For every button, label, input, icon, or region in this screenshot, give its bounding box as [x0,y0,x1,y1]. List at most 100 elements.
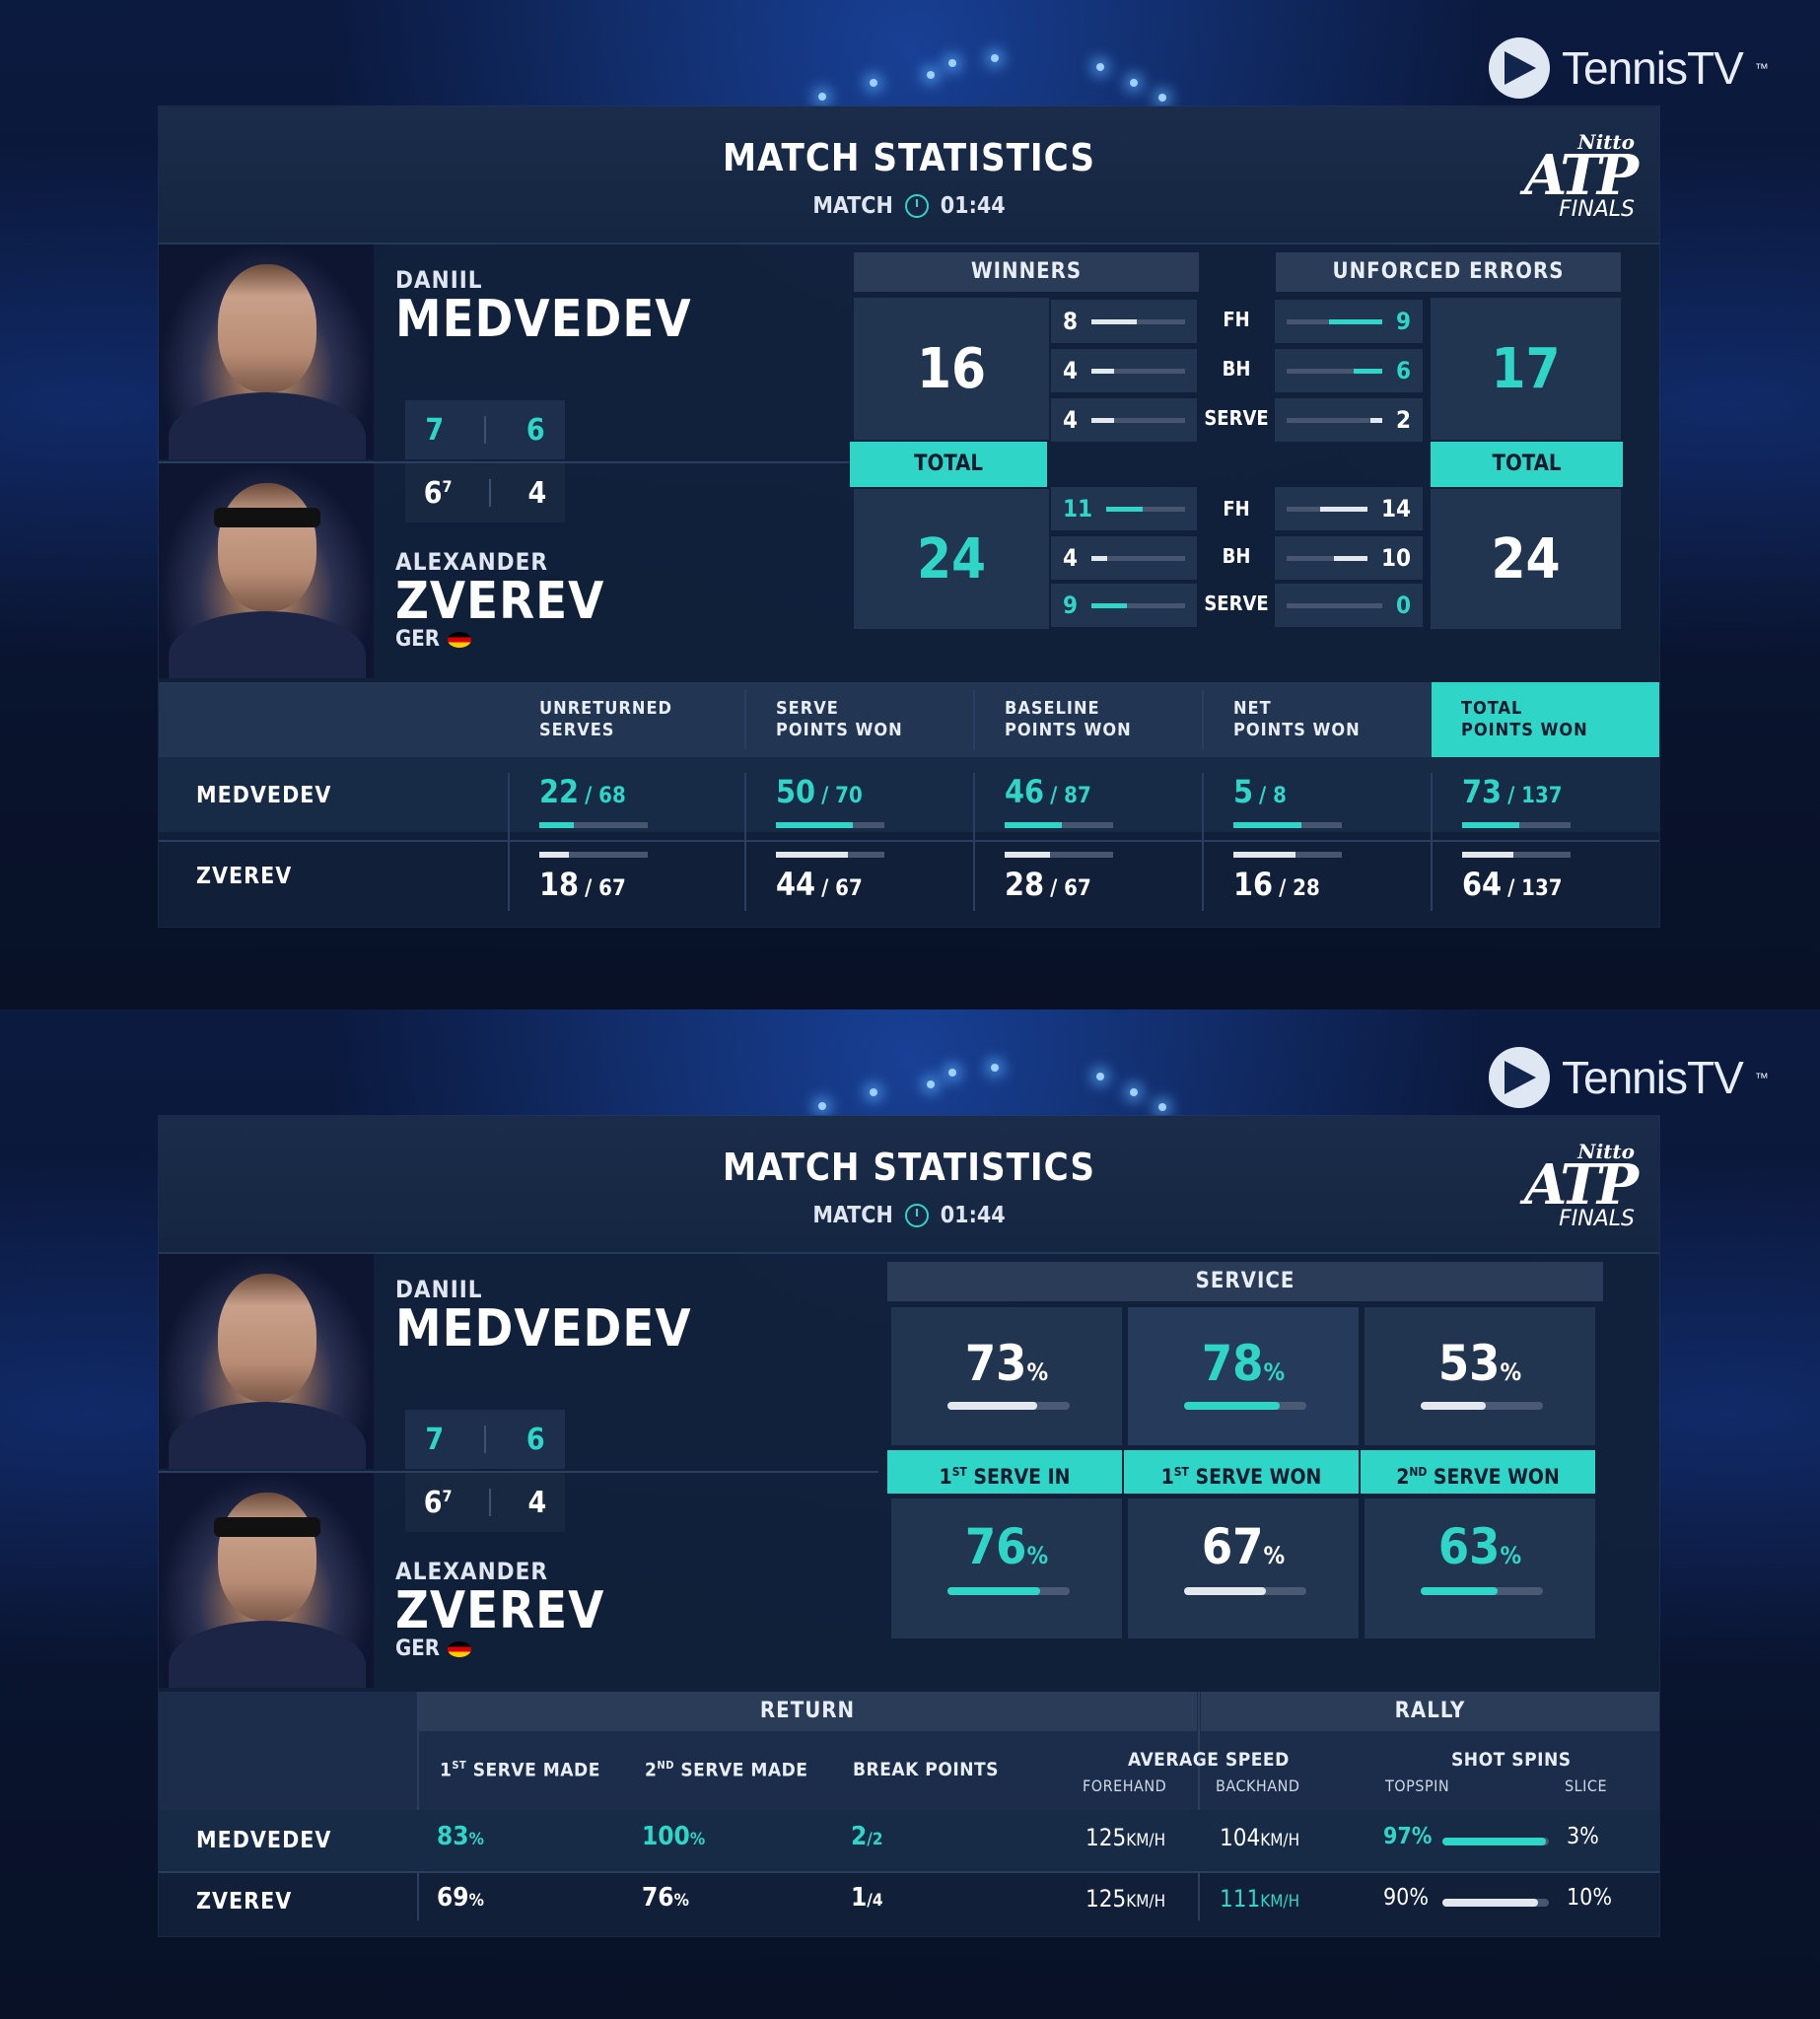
unforced-total-medvedev: 17 [1431,298,1621,440]
return-first-medvedev: 83% [437,1822,484,1851]
player-last-name: MEDVEDEV [395,1299,692,1358]
col-second-serve-made: 2ND SERVE MADE [645,1759,808,1781]
tennistv-logo: TennisTV ™ [1489,37,1769,99]
stat-bar [1462,822,1571,828]
col-break-points: BREAK POINTS [853,1759,999,1780]
player-first-name: ALEXANDER [395,1558,548,1585]
shot-label-serve: SERVE [1204,406,1269,430]
return-first-zverev: 69% [437,1883,484,1913]
stat-cell: 22/ 68 [539,773,626,810]
unforced-serve-zverev: 0 [1275,584,1423,627]
player-country: GER [395,627,604,652]
stat-bar [1005,852,1113,858]
avatar-zverev [159,1473,374,1688]
return-header: RETURN [418,1692,1197,1731]
score-zverev: 67 4 [405,463,565,522]
match-time: MATCH 01:44 [812,1203,1006,1228]
avg-speed-bh-medvedev: 104KM/H [1220,1824,1300,1851]
service-box-medvedev: 78% [1128,1307,1359,1445]
atp-finals-logo: Nitto ATP FINALS [1523,130,1639,222]
winners-fh-zverev: 11 [1051,487,1197,530]
tennistv-wordmark: TennisTV [1562,42,1744,94]
avatar-medvedev [159,244,374,459]
match-stats-panel-1: MATCH STATISTICS MATCH 01:44 Nitto ATP F… [159,106,1659,927]
player-last-name: MEDVEDEV [395,290,692,349]
stat-cell: 16/ 28 [1233,866,1320,903]
tennistv-wordmark: TennisTV [1562,1052,1744,1103]
col-average-speed: AVERAGE SPEED [1128,1749,1290,1771]
avg-speed-bh-zverev: 111KM/H [1220,1885,1300,1913]
shot-label-bh: BH [1222,357,1251,381]
topspin-zverev: 90% [1383,1885,1429,1911]
stat-cell: 46/ 87 [1005,773,1091,810]
player-zverev: ALEXANDER ZVEREV GER [395,1558,604,1661]
service-box-medvedev: 73% [891,1307,1122,1445]
stat-cell: 64/ 137 [1462,866,1563,903]
winners-serve-medvedev: 4 [1051,398,1197,442]
stat-cell: 18/ 67 [539,866,626,903]
col-net-points-won: NET POINTS WON [1233,698,1361,740]
service-header: SERVICE [887,1262,1603,1301]
player-first-name: DANIIL [395,266,483,294]
avg-speed-fh-medvedev: 125KM/H [1085,1824,1166,1851]
col-forehand: FOREHAND [1083,1776,1167,1795]
service-box-zverev: 63% [1365,1498,1595,1638]
winners-bh-zverev: 4 [1051,536,1197,580]
germany-flag-icon [448,1640,472,1657]
col-first-serve-made: 1ST SERVE MADE [440,1759,600,1781]
return-second-medvedev: 100% [642,1822,706,1851]
col-backhand: BACKHAND [1216,1776,1300,1795]
return-second-zverev: 76% [642,1883,689,1913]
col-topspin: TOPSPIN [1385,1776,1450,1795]
winners-total-zverev: 24 [854,489,1049,629]
stat-bar [539,822,648,828]
service-box-medvedev: 53% [1365,1307,1595,1445]
table-row-medvedev: MEDVEDEV [159,757,1659,832]
stat-bar [1233,852,1342,858]
atp-finals-logo: Nitto ATP FINALS [1523,1140,1639,1231]
stat-bar [1462,852,1571,858]
col-total-points-won: TOTAL POINTS WON [1432,682,1659,757]
service-label: 2ND SERVE WON [1361,1450,1595,1494]
page-title: MATCH STATISTICS [722,136,1096,179]
slice-medvedev: 3% [1567,1824,1599,1849]
player-last-name: ZVEREV [395,572,605,631]
player-first-name: DANIIL [395,1276,483,1303]
service-box-zverev: 76% [891,1498,1122,1638]
unforced-serve-medvedev: 2 [1275,398,1423,442]
avatar-zverev [159,463,374,678]
winners-bh-medvedev: 4 [1051,349,1197,392]
germany-flag-icon [448,631,472,648]
player-last-name: ZVEREV [395,1581,605,1640]
page-title: MATCH STATISTICS [722,1146,1096,1189]
stat-bar [1005,822,1113,828]
stat-cell: 28/ 67 [1005,866,1091,903]
match-time: MATCH 01:44 [812,193,1006,219]
score-zverev: 67 4 [405,1473,565,1532]
stat-bar [776,822,884,828]
unforced-fh-medvedev: 9 [1275,300,1423,343]
winners-fh-medvedev: 8 [1051,300,1197,343]
avg-speed-fh-zverev: 125KM/H [1085,1885,1166,1913]
table-row-zverev: ZVEREV [196,864,293,889]
spin-bar-medvedev [1442,1838,1549,1845]
panel-header: MATCH STATISTICS MATCH 01:44 Nitto ATP F… [159,106,1659,244]
points-table-header: UNRETURNED SERVES SERVE POINTS WON BASELIN… [159,682,1659,757]
rally-header: RALLY [1201,1692,1659,1731]
service-label: 1ST SERVE WON [1124,1450,1359,1494]
unforced-total-zverev: 24 [1431,489,1621,629]
table-row-medvedev: MEDVEDEV [159,1810,1659,1871]
shot-label-fh: FH [1223,308,1250,331]
winners-total-label: TOTAL [850,442,1047,487]
shot-label-serve: SERVE [1204,592,1269,615]
break-points-zverev: 1/4 [851,1883,883,1913]
unforced-total-label: TOTAL [1431,442,1623,487]
unforced-bh-zverev: 10 [1275,536,1423,580]
player-country: GER [395,1636,604,1661]
spin-bar-zverev [1442,1899,1549,1907]
shot-label-bh: BH [1222,544,1251,568]
col-slice: SLICE [1565,1776,1608,1795]
unforced-errors-header: UNFORCED ERRORS [1276,252,1621,292]
service-label: 1ST SERVE IN [887,1450,1122,1494]
